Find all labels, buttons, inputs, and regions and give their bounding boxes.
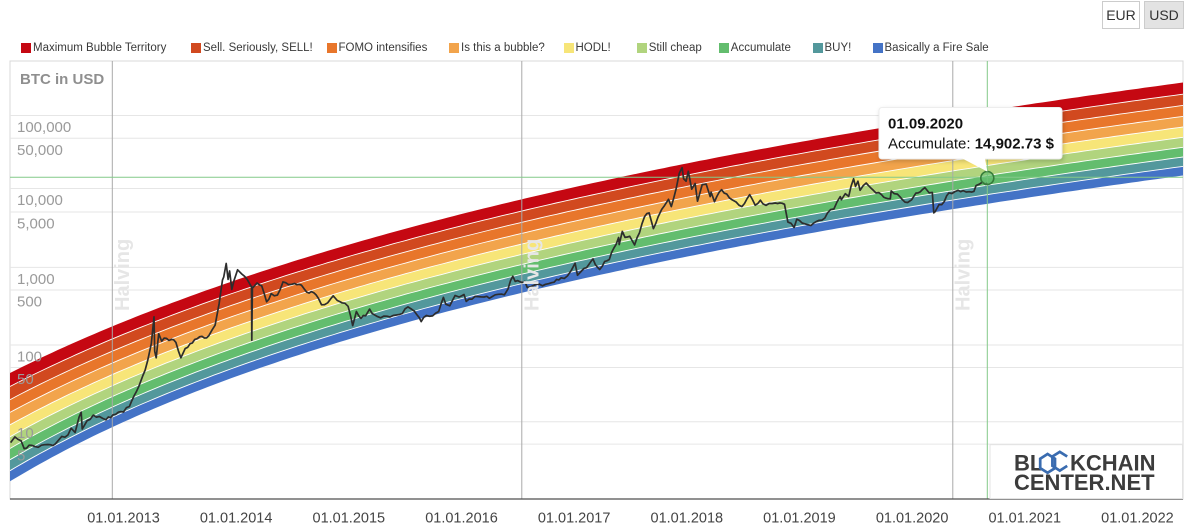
svg-text:01.09.2020: 01.09.2020 [888, 116, 963, 133]
svg-text:01.01.2019: 01.01.2019 [763, 511, 836, 527]
svg-text:500: 500 [17, 294, 42, 311]
svg-text:50,000: 50,000 [17, 142, 63, 159]
svg-text:01.01.2018: 01.01.2018 [651, 511, 724, 527]
svg-text:01.01.2022: 01.01.2022 [1101, 511, 1174, 527]
svg-text:100,000: 100,000 [17, 119, 71, 136]
svg-text:01.01.2014: 01.01.2014 [200, 511, 273, 527]
svg-text:5,000: 5,000 [17, 216, 55, 233]
svg-text:10: 10 [17, 425, 34, 442]
svg-text:BTC in USD: BTC in USD [20, 71, 104, 88]
svg-text:50: 50 [17, 371, 34, 388]
svg-text:BL: BL [1014, 450, 1043, 475]
svg-text:01.01.2016: 01.01.2016 [425, 511, 498, 527]
svg-text:1,000: 1,000 [17, 271, 55, 288]
svg-text:Halving: Halving [521, 239, 543, 311]
svg-text:100: 100 [17, 349, 42, 366]
svg-text:01.01.2013: 01.01.2013 [87, 511, 160, 527]
svg-text:CENTER.NET: CENTER.NET [1014, 470, 1155, 495]
svg-text:KCHAIN: KCHAIN [1070, 450, 1156, 475]
svg-text:01.01.2015: 01.01.2015 [313, 511, 386, 527]
svg-text:01.01.2021: 01.01.2021 [988, 511, 1061, 527]
svg-text:5: 5 [17, 448, 25, 465]
svg-text:10,000: 10,000 [17, 192, 63, 209]
svg-text:Halving: Halving [952, 239, 974, 311]
svg-text:Accumulate: 14,902.73 $: Accumulate: 14,902.73 $ [888, 136, 1055, 153]
svg-text:01.01.2020: 01.01.2020 [876, 511, 949, 527]
svg-text:01.01.2017: 01.01.2017 [538, 511, 611, 527]
svg-text:Halving: Halving [112, 239, 134, 311]
